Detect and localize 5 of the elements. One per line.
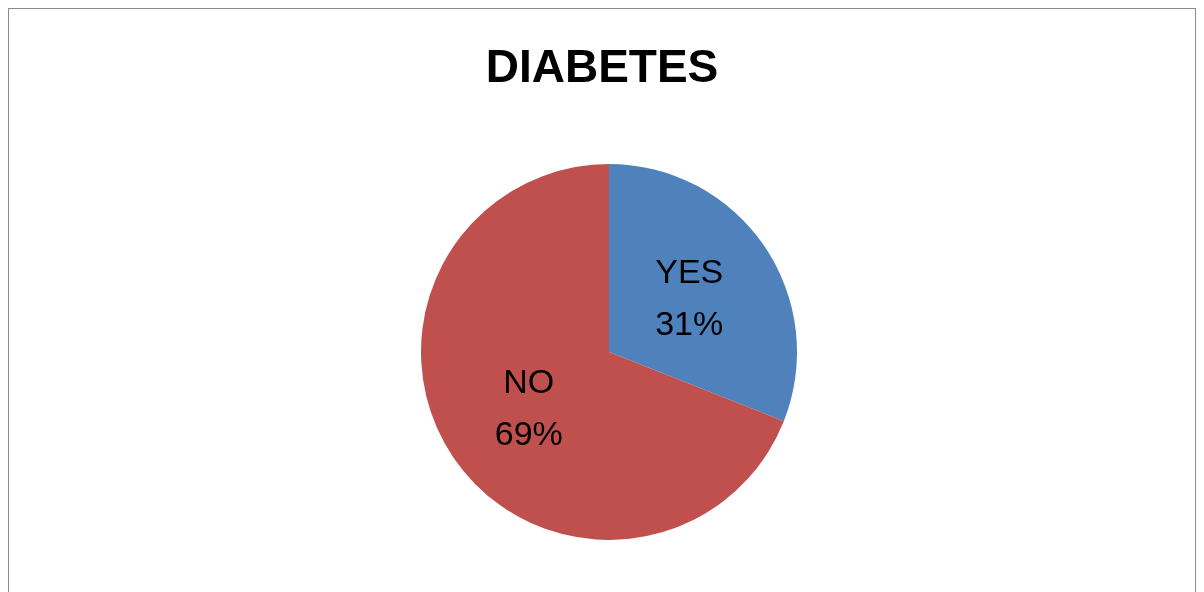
slice-label: YES xyxy=(655,252,724,291)
slice-label: NO xyxy=(503,361,555,400)
data-label: 69% xyxy=(494,413,563,452)
chart-title: DIABETES xyxy=(485,40,719,92)
data-label: 31% xyxy=(655,304,724,343)
